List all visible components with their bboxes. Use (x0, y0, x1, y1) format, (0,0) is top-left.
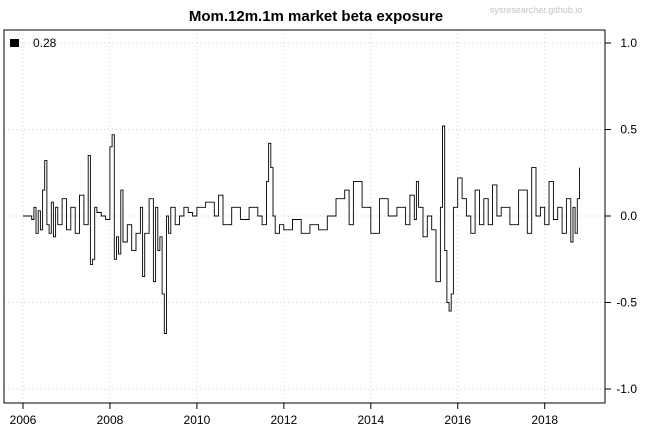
x-tick-label: 2014 (357, 413, 384, 427)
x-axis: 2006 2008 2010 2012 2014 2016 2018 (10, 403, 558, 427)
legend: 0.28 (10, 36, 57, 50)
y-tick-label: 0.5 (620, 123, 637, 137)
x-tick-label: 2016 (444, 413, 471, 427)
grid-lines (4, 30, 605, 403)
x-tick-label: 2008 (97, 413, 124, 427)
legend-swatch (10, 39, 19, 47)
y-tick-label: -1.0 (616, 382, 637, 396)
x-tick-label: 2010 (184, 413, 211, 427)
watermark: sysresearcher.github.io (490, 5, 583, 15)
x-tick-label: 2018 (531, 413, 558, 427)
series-layer (23, 125, 580, 335)
series-line-0 (23, 125, 580, 335)
y-axis: 1.0 0.5 0.0 -0.5 -1.0 (605, 36, 637, 396)
y-tick-label: -0.5 (616, 296, 637, 310)
x-tick-label: 2012 (270, 413, 297, 427)
y-tick-label: 0.0 (620, 209, 637, 223)
x-tick-label: 2006 (10, 413, 37, 427)
y-tick-label: 1.0 (620, 36, 637, 50)
legend-label: 0.28 (33, 36, 57, 50)
chart-title: Mom.12m.1m market beta exposure (189, 8, 443, 25)
